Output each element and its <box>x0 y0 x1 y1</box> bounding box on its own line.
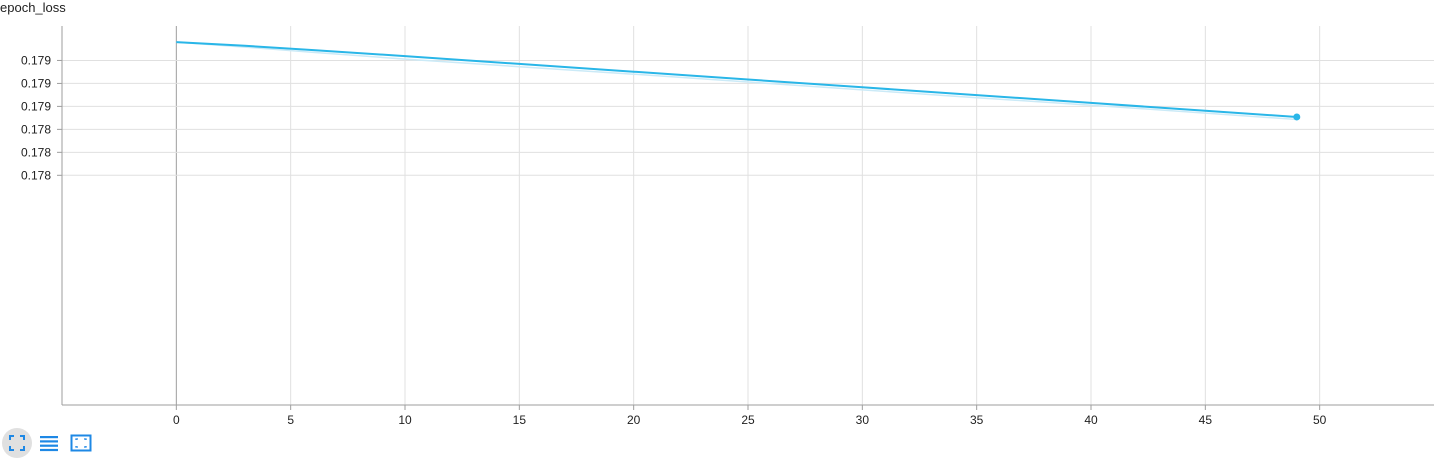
raw-series-line <box>176 41 1297 121</box>
x-tick-label: 20 <box>627 413 641 425</box>
chart-title: epoch_loss <box>0 0 66 15</box>
line-chart: 0 5 10 15 20 25 30 35 40 45 50 0.179 0.179 0.179 0.178… <box>21 26 1434 425</box>
x-tick-label: 40 <box>1084 413 1098 425</box>
y-tick-label: 0.178 <box>21 145 51 159</box>
y-tick-label: 0.178 <box>21 122 51 136</box>
x-tick-label: 15 <box>513 413 527 425</box>
x-tick-label: 45 <box>1199 413 1213 425</box>
fit-to-data-button[interactable] <box>2 428 32 458</box>
expand-chart-icon <box>70 434 92 452</box>
y-tick-label: 0.179 <box>21 76 51 90</box>
smoothed-series-line <box>176 41 1297 118</box>
x-tick-label: 5 <box>287 413 294 425</box>
x-tick-label: 25 <box>741 413 755 425</box>
y-tick-label: 0.178 <box>21 168 51 182</box>
x-tick-label: 30 <box>856 413 870 425</box>
y-tick-label: 0.179 <box>21 53 51 67</box>
expand-chart-button[interactable] <box>66 428 96 458</box>
x-tick-label: 35 <box>970 413 984 425</box>
x-tick-label: 10 <box>398 413 412 425</box>
chart-toolbar <box>2 428 96 458</box>
x-tick-label: 50 <box>1313 413 1327 425</box>
x-tick-label: 0 <box>173 413 180 425</box>
toggle-log-scale-icon <box>40 436 58 452</box>
y-tick-label: 0.179 <box>21 99 51 113</box>
last-point-marker <box>1293 113 1301 121</box>
fit-to-data-icon <box>9 435 25 451</box>
toggle-log-scale-button[interactable] <box>34 428 64 458</box>
